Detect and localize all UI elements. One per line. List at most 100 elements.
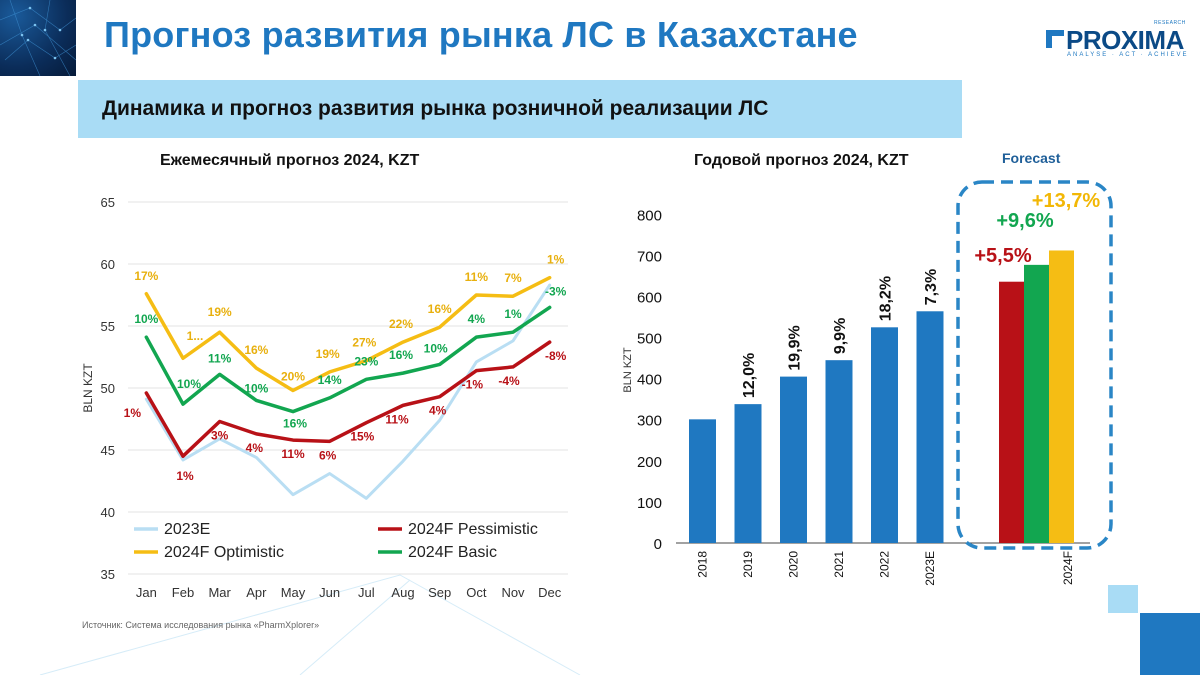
background-lines — [39, 574, 581, 675]
x-tick-label: 2024F — [1061, 551, 1075, 585]
data-label: 11% — [385, 412, 409, 426]
data-label: 16% — [283, 417, 307, 431]
x-tick-label: Jun — [319, 585, 340, 600]
data-label: 16% — [389, 348, 413, 362]
x-tick-label: Sep — [428, 585, 451, 600]
logo-tagline: ANALYSE · ACT · ACHIEVE — [1067, 52, 1189, 58]
data-label: -1% — [462, 378, 484, 392]
data-label: 1% — [176, 469, 194, 483]
data-label: 10% — [244, 381, 268, 395]
legend-bg — [128, 520, 318, 540]
data-label: 11% — [465, 270, 489, 284]
data-label: 6% — [319, 448, 337, 462]
logo-research: RESEARCH — [1154, 20, 1186, 26]
x-tick-label: Feb — [172, 585, 194, 600]
growth-label: 12,0% — [741, 353, 758, 398]
data-label: 19% — [208, 305, 232, 319]
y-tick-label: 100 — [637, 495, 662, 512]
data-label: 10% — [134, 312, 158, 326]
y-tick-label: 700 — [637, 248, 662, 265]
data-label: 19% — [316, 347, 340, 361]
growth-label: 9,9% — [832, 318, 849, 354]
x-tick-label: Oct — [466, 585, 487, 600]
data-label: 7% — [504, 271, 522, 285]
x-tick-label: Apr — [246, 585, 267, 600]
corner-decoration — [0, 0, 76, 76]
legend-label: 2024F Optimistic — [164, 544, 284, 561]
x-tick-label: Nov — [501, 585, 525, 600]
data-label: 20% — [281, 369, 305, 383]
x-tick-label: 2019 — [741, 551, 755, 578]
growth-label: 7,3% — [923, 269, 940, 305]
data-label: 4% — [468, 312, 486, 326]
bar — [916, 311, 944, 543]
x-tick-label: Jan — [136, 585, 157, 600]
y-tick-label: 60 — [101, 257, 115, 272]
data-label: 27% — [352, 336, 376, 350]
y-axis-label: BLN KZT — [622, 347, 634, 393]
forecast-bar-pessimistic — [999, 281, 1024, 543]
legend-bg — [372, 543, 562, 563]
y-tick-label: 35 — [101, 567, 115, 582]
y-tick-label: 40 — [101, 505, 115, 520]
y-tick-label: 65 — [101, 195, 115, 210]
monthly-chart-title: Ежемесячный прогноз 2024, KZT — [160, 152, 420, 169]
y-tick-label: 45 — [101, 443, 115, 458]
source-note: Источник: Система исследования рынка «Ph… — [82, 620, 320, 630]
bar — [871, 327, 898, 543]
legend-label: 2024F Basic — [408, 544, 497, 561]
legend-label: 2023E — [164, 521, 210, 538]
data-label: 22% — [389, 317, 413, 331]
y-tick-label: 300 — [637, 413, 662, 430]
forecast-label-basic: +9,6% — [996, 210, 1053, 232]
x-tick-label: 2023E — [923, 551, 937, 586]
x-tick-label: Jul — [358, 585, 375, 600]
legend-bg — [128, 543, 318, 563]
deco-square-dark — [1140, 613, 1200, 675]
data-label: 4% — [429, 404, 447, 418]
x-tick-label: Aug — [391, 585, 414, 600]
monthly-line-chart: 35 40 45 50 55 60 65 BLN KZT Jan Feb Mar Apr May Jun J… — [81, 195, 568, 600]
data-label: 14% — [318, 373, 342, 387]
y-tick-label: 400 — [637, 372, 662, 389]
subtitle: Динамика и прогноз развития рынка рознич… — [102, 97, 769, 120]
forecast-label-optimistic: +13,7% — [1032, 190, 1101, 212]
legend-bg — [372, 520, 562, 540]
data-label: 1% — [504, 307, 522, 321]
x-tick-label: 2018 — [696, 551, 710, 578]
legend-label: 2024F Pessimistic — [408, 521, 538, 538]
series-line-2024f-optimistic — [144, 275, 552, 393]
x-tick-label: 2021 — [832, 551, 846, 578]
logo-mark-icon — [1046, 30, 1064, 48]
y-tick-label: 55 — [101, 319, 115, 334]
bar — [780, 376, 807, 543]
x-tick-label: Mar — [208, 585, 231, 600]
series-line-2024f-pessimistic — [144, 340, 552, 458]
data-label: -8% — [545, 349, 567, 363]
x-tick-label: May — [281, 585, 306, 600]
data-label: -4% — [498, 374, 520, 388]
forecast-box — [956, 180, 1113, 550]
data-label: 10% — [424, 341, 448, 355]
forecast-bar-basic — [1024, 264, 1049, 543]
data-label: 1% — [124, 406, 142, 420]
y-tick-label: 50 — [101, 381, 115, 396]
data-label: 4% — [246, 441, 264, 455]
logo-word: PROXIMA — [1066, 25, 1184, 55]
y-tick-label: 800 — [637, 207, 662, 224]
data-label: -3% — [545, 284, 567, 298]
data-label: 15% — [350, 430, 374, 444]
x-tick-label: 2022 — [878, 551, 892, 578]
forecast-label: Forecast — [1002, 150, 1061, 166]
page-title: Прогноз развития рынка ЛС в Казахстане — [104, 14, 858, 55]
annual-chart-title: Годовой прогноз 2024, KZT — [694, 152, 909, 169]
series-line-2024f-basic — [144, 305, 552, 414]
y-tick-label: 500 — [637, 331, 662, 348]
y-tick-label: 0 — [654, 536, 662, 553]
proxima-logo: PROXIMA ANALYSE · ACT · ACHIEVE RESEARCH — [1044, 20, 1186, 64]
x-tick-label: Dec — [538, 585, 562, 600]
y-tick-label: 600 — [637, 289, 662, 306]
annual-bar-chart: 0 100 200 300 400 500 600 700 800 BLN KZT 2018 2019… — [622, 180, 1113, 586]
growth-label: 19,9% — [787, 325, 804, 370]
